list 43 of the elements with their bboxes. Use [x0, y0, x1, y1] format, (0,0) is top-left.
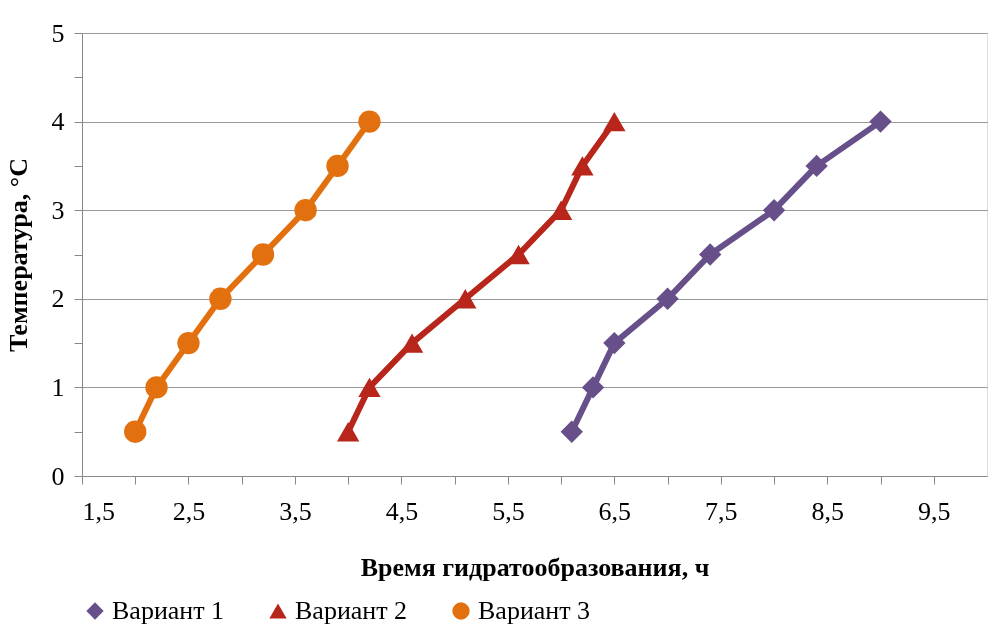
legend-label: Вариант 1: [112, 596, 225, 625]
point: [571, 156, 594, 176]
y-tick-label: 2: [51, 284, 65, 314]
x-tick-label: 3,5: [279, 496, 312, 526]
point: [294, 199, 317, 222]
point: [251, 243, 275, 266]
x-tick-label: 6,5: [598, 496, 632, 526]
point: [869, 110, 892, 133]
y-tick-label: 0: [51, 461, 65, 491]
point: [177, 331, 200, 355]
x-axis-title: Время гидратообразования, ч: [360, 552, 710, 582]
y-tick-label: 3: [51, 195, 65, 225]
point: [358, 110, 381, 133]
point: [656, 287, 679, 310]
y-axis-title: Температура, °C: [3, 158, 33, 352]
x-tick-label: 7,5: [705, 496, 738, 526]
point: [560, 420, 583, 443]
point: [209, 287, 232, 310]
legend-label: Вариант 2: [295, 596, 408, 625]
point: [762, 199, 786, 222]
point: [699, 243, 722, 266]
point: [603, 331, 626, 355]
point: [805, 154, 828, 178]
x-tick-label: 2,5: [172, 496, 206, 526]
point: [145, 376, 168, 399]
point: [124, 420, 147, 443]
y-tick-label: 4: [51, 107, 65, 137]
point: [400, 333, 424, 353]
x-tick-label: 4,5: [385, 496, 419, 526]
y-tick-label: 1: [51, 372, 65, 402]
point: [581, 376, 605, 399]
point: [603, 111, 626, 132]
point: [358, 377, 381, 398]
y-tick-label: 5: [51, 18, 65, 48]
point: [337, 422, 360, 442]
x-tick-label: 5,5: [492, 496, 525, 526]
x-tick-label: 8,5: [811, 496, 845, 526]
legend-label: Вариант 3: [478, 596, 591, 625]
point: [549, 200, 573, 220]
x-tick-label: 9,5: [918, 496, 951, 526]
x-tick-label: 1,5: [82, 496, 115, 526]
point: [326, 154, 349, 178]
point: [454, 289, 477, 309]
